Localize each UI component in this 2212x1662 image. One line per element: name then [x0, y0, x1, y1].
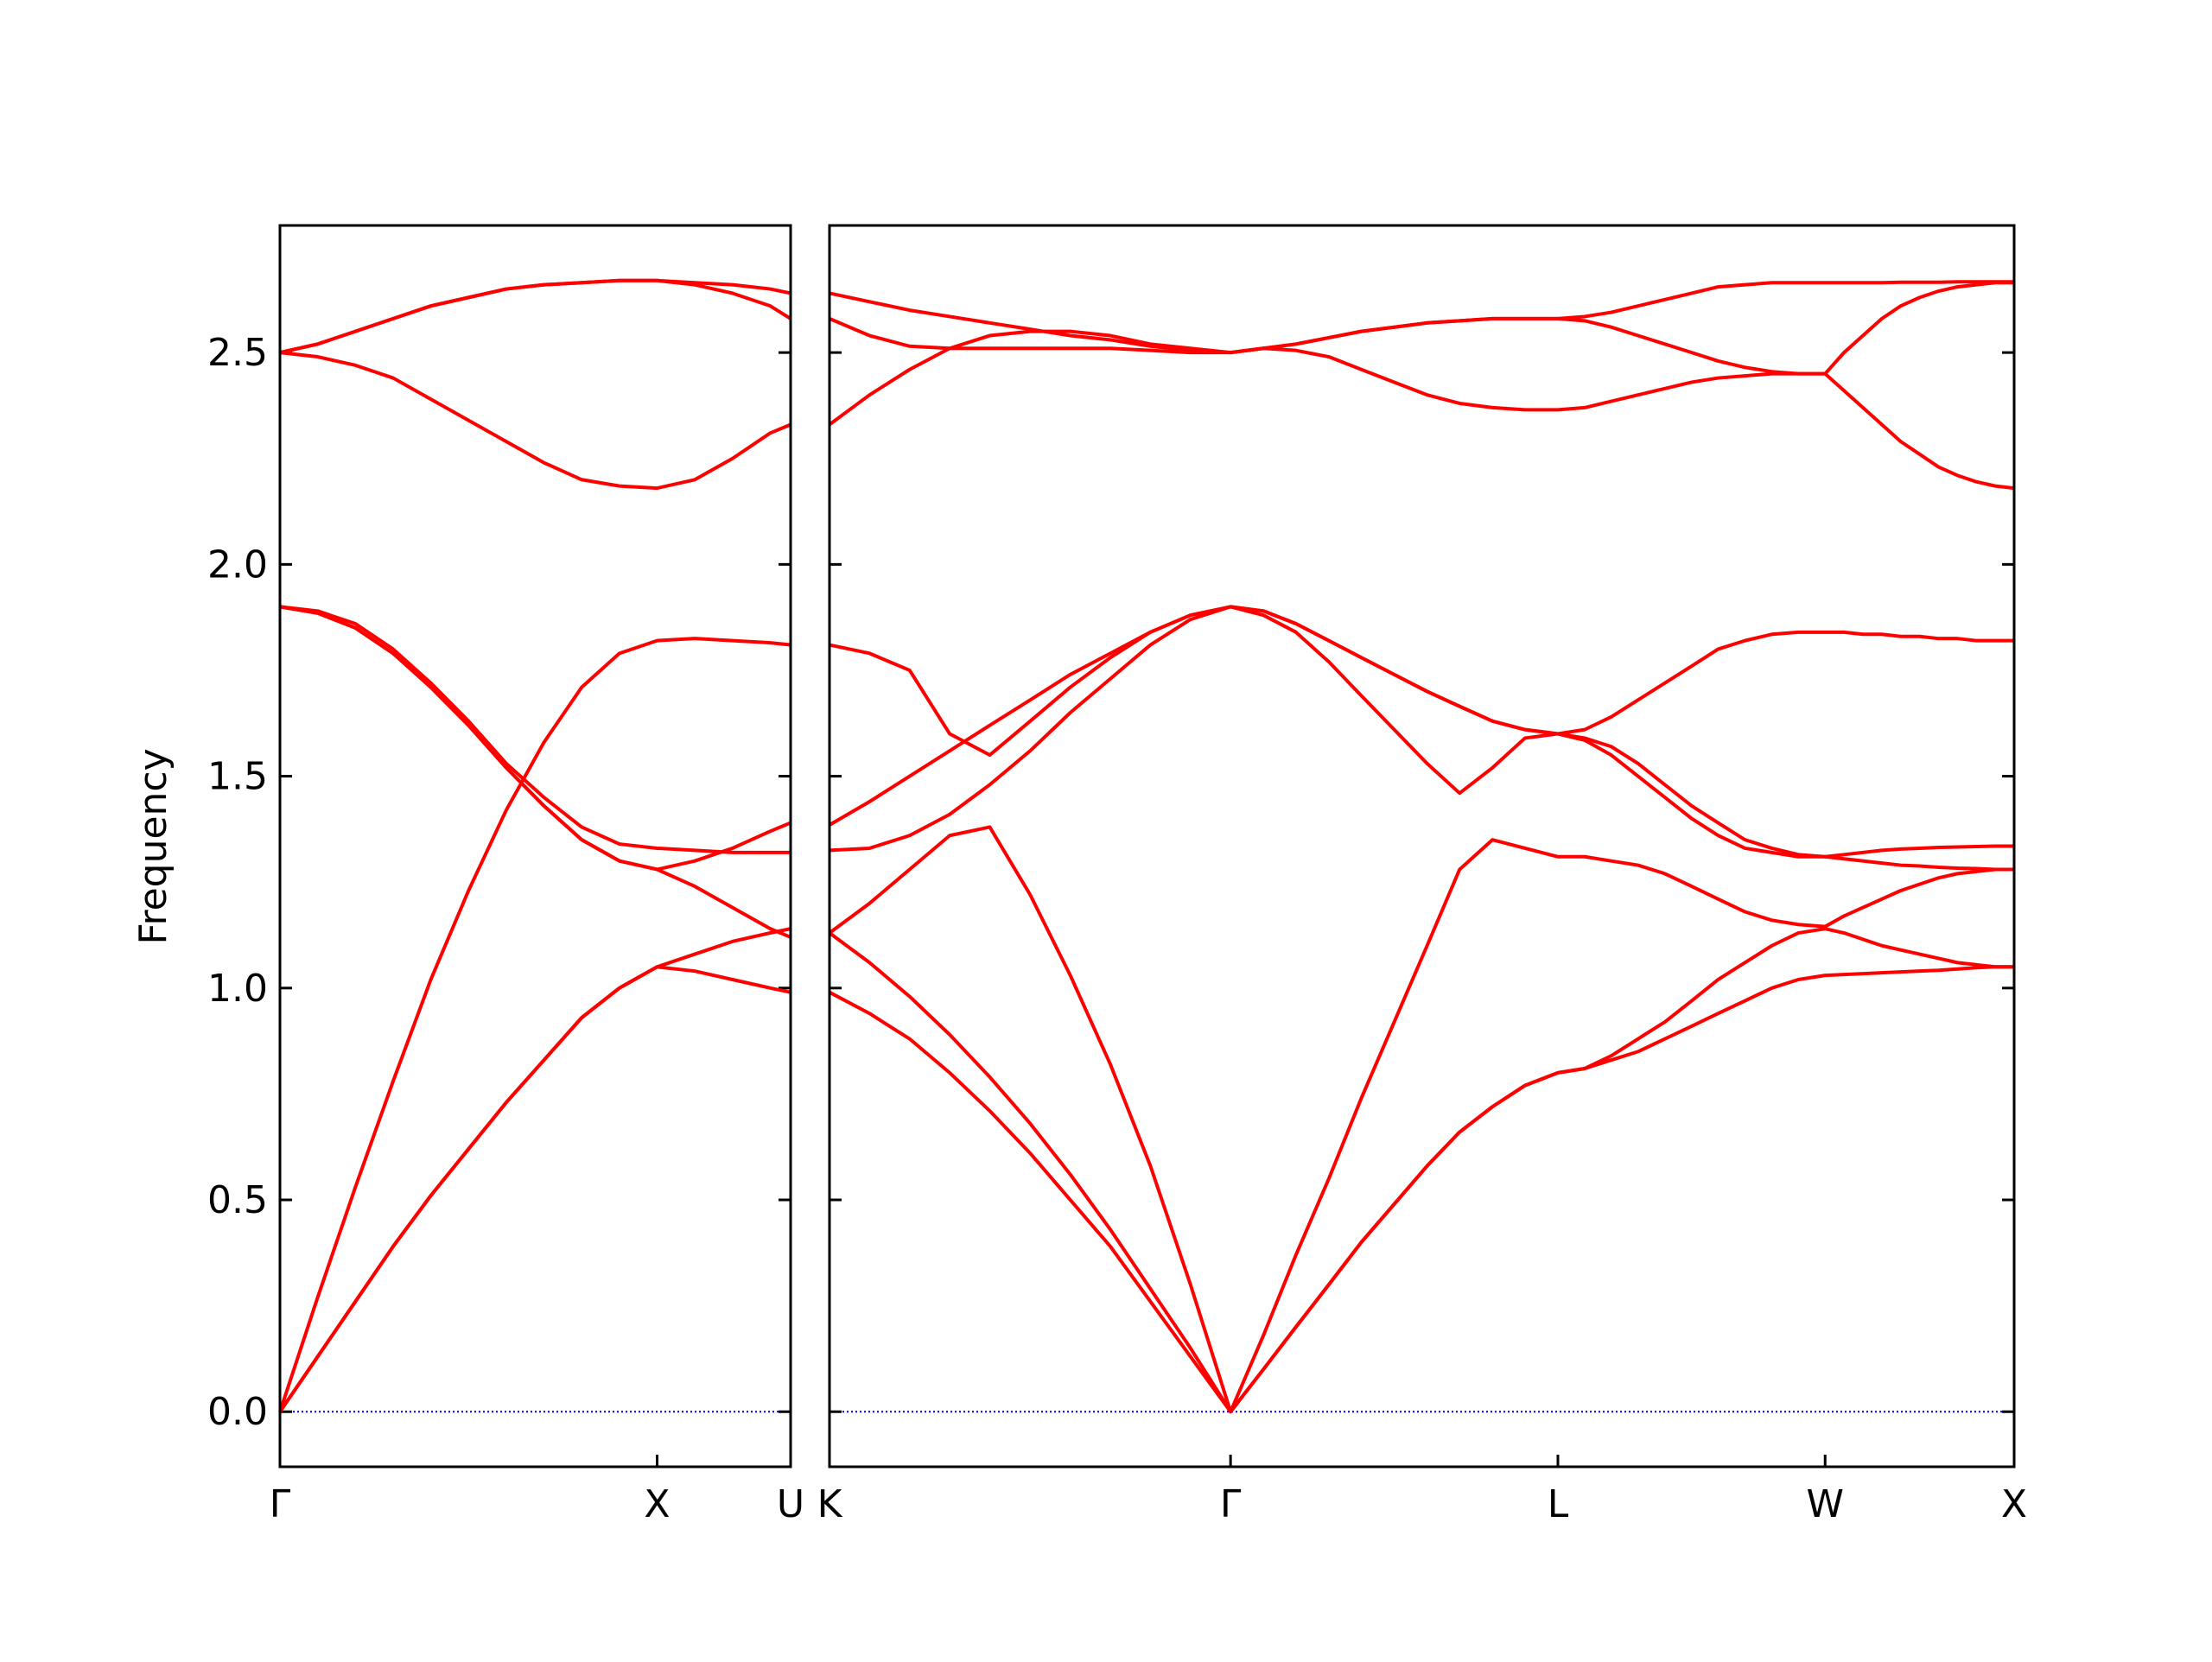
y-axis-label: Frequency: [131, 748, 175, 944]
band-line: [829, 280, 2014, 355]
y-tick-label: 2.0: [207, 542, 268, 587]
band-line: [828, 329, 2015, 491]
x-tick-label: Γ: [1220, 1482, 1242, 1526]
plot-frame: [278, 224, 792, 1469]
x-tick-label: X: [2001, 1482, 2027, 1526]
x-tick-label: X: [644, 1482, 670, 1526]
band-line: [828, 825, 2014, 1414]
y-tick-label: 1.5: [207, 755, 268, 799]
y-tick-label: 0.0: [207, 1390, 268, 1434]
y-tick-label: 2.5: [207, 331, 268, 375]
x-tick-label: W: [1807, 1482, 1845, 1526]
x-tick-label: U: [777, 1482, 804, 1526]
band-line: [828, 927, 2014, 1414]
band-line: [828, 605, 2014, 872]
y-tick-label: 0.5: [207, 1178, 268, 1222]
y-tick-label: 1.0: [207, 967, 268, 1011]
band-line: [279, 351, 791, 491]
x-tick-label: K: [817, 1482, 843, 1526]
x-tick-label: Γ: [270, 1482, 291, 1526]
band-line: [278, 637, 791, 1412]
x-tick-label: L: [1548, 1482, 1569, 1526]
band-line: [279, 278, 792, 355]
band-line: [279, 605, 791, 939]
plot-frame: [828, 224, 2016, 1469]
band-line: [278, 927, 791, 1413]
